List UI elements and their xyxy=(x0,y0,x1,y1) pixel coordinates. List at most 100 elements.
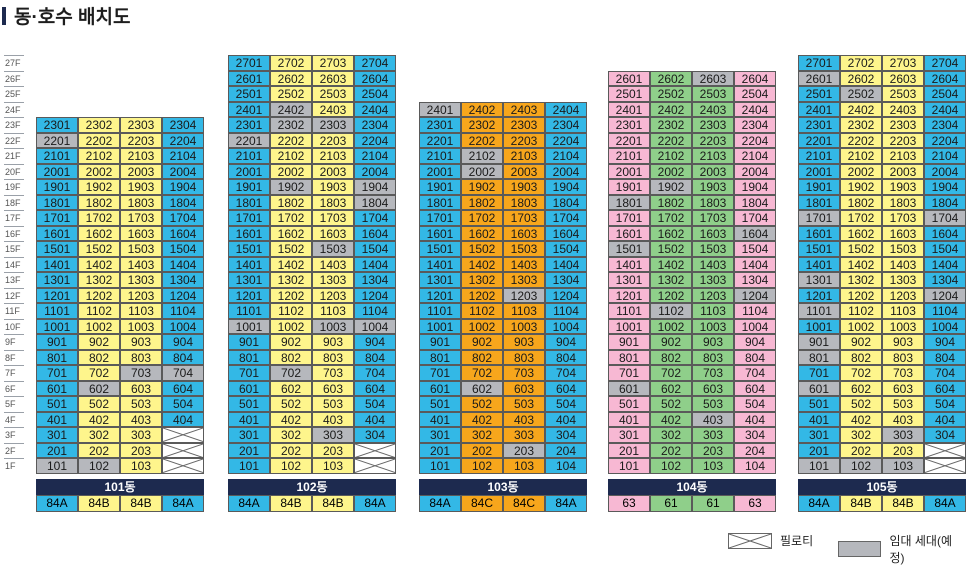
unit-cell: 2403 xyxy=(692,101,734,117)
unit-cell: 202 xyxy=(840,442,882,458)
unit-cell: 704 xyxy=(354,365,396,381)
unit-cell: 802 xyxy=(840,349,882,365)
unit-cell: 103 xyxy=(692,458,734,474)
unit-cell: 2203 xyxy=(312,132,354,148)
unit-cell: 1302 xyxy=(78,272,120,288)
unit-cell: 502 xyxy=(78,396,120,412)
unit-cell: 1904 xyxy=(545,179,587,195)
unit-cell: 401 xyxy=(608,411,650,427)
rental-unit-cell: 601 xyxy=(798,380,840,396)
rental-unit-cell: 901 xyxy=(798,334,840,350)
unit-cell: 1704 xyxy=(545,210,587,226)
unit-cell: 1202 xyxy=(461,287,503,303)
unit-cell: 2203 xyxy=(120,132,162,148)
unit-cell: 204 xyxy=(734,442,776,458)
unit-cell: 802 xyxy=(270,349,312,365)
unit-cell: 802 xyxy=(461,349,503,365)
unit-cell: 2102 xyxy=(650,148,692,164)
rental-unit-cell: 2502 xyxy=(840,86,882,102)
unit-cell: 1403 xyxy=(120,256,162,272)
unit-cell: 2502 xyxy=(270,86,312,102)
unit-cell: 2302 xyxy=(461,117,503,133)
unit-cell: 1402 xyxy=(461,256,503,272)
unit-cell: 1002 xyxy=(461,318,503,334)
unit-cell: 2602 xyxy=(270,70,312,86)
unit-cell: 201 xyxy=(228,442,270,458)
unit-cell: 1802 xyxy=(78,194,120,210)
unit-cell: 2002 xyxy=(650,163,692,179)
unit-cell: 2204 xyxy=(545,132,587,148)
unit-cell: 1903 xyxy=(312,179,354,195)
unit-cell: 2002 xyxy=(840,163,882,179)
unit-cell: 1802 xyxy=(650,194,692,210)
unit-cell: 1404 xyxy=(354,256,396,272)
unit-cell: 102 xyxy=(270,458,312,474)
piloti-swatch-icon xyxy=(728,532,772,549)
unit-cell: 701 xyxy=(419,365,461,381)
unit-cell: 2001 xyxy=(228,163,270,179)
unit-cell: 203 xyxy=(120,442,162,458)
unit-cell: 503 xyxy=(503,396,545,412)
unit-cell: 602 xyxy=(650,380,692,396)
floor-label: 24F xyxy=(4,101,24,118)
unit-cell: 2004 xyxy=(924,163,966,179)
unit-cell: 1702 xyxy=(78,210,120,226)
unit-cell: 603 xyxy=(120,380,162,396)
unit-cell: 903 xyxy=(120,334,162,350)
unit-cell: 1001 xyxy=(608,318,650,334)
unit-cell: 1101 xyxy=(608,303,650,319)
building-name-bar: 105동 xyxy=(798,478,966,495)
rental-unit-cell: 2303 xyxy=(312,117,354,133)
unit-cell: 702 xyxy=(461,365,503,381)
unit-cell: 803 xyxy=(503,349,545,365)
unit-cell: 2003 xyxy=(882,163,924,179)
unit-cell: 603 xyxy=(882,380,924,396)
unit-cell: 1604 xyxy=(162,225,204,241)
unit-cell: 2401 xyxy=(798,101,840,117)
rental-unit-cell: 103 xyxy=(882,458,924,474)
rental-unit-cell: 702 xyxy=(270,365,312,381)
unit-cell: 804 xyxy=(545,349,587,365)
unit-cell: 2303 xyxy=(503,117,545,133)
unit-cell: 1401 xyxy=(608,256,650,272)
unit-cell: 1601 xyxy=(228,225,270,241)
floor-label: 26F xyxy=(4,70,24,87)
unit-cell: 1104 xyxy=(162,303,204,319)
unit-type-cell: 84B xyxy=(882,494,924,512)
unit-cell: 1104 xyxy=(354,303,396,319)
unit-type-cell: 84C xyxy=(503,494,545,512)
rental-unit-cell: 703 xyxy=(120,365,162,381)
unit-cell: 2304 xyxy=(924,117,966,133)
unit-cell: 504 xyxy=(924,396,966,412)
rental-unit-cell: 2201 xyxy=(36,132,78,148)
building-name-bar: 101동 xyxy=(36,478,204,495)
unit-cell: 1104 xyxy=(734,303,776,319)
piloti-cell xyxy=(354,442,396,458)
unit-cell: 1902 xyxy=(78,179,120,195)
unit-cell: 1104 xyxy=(545,303,587,319)
unit-cell: 902 xyxy=(461,334,503,350)
unit-cell: 402 xyxy=(840,411,882,427)
unit-cell: 1402 xyxy=(270,256,312,272)
floor-label: 20F xyxy=(4,163,24,180)
unit-cell: 1804 xyxy=(734,194,776,210)
unit-cell: 1801 xyxy=(228,194,270,210)
unit-type-cell: 84A xyxy=(36,494,78,512)
unit-cell: 2202 xyxy=(270,132,312,148)
unit-cell: 2403 xyxy=(503,101,545,117)
unit-type-cell: 84A xyxy=(798,494,840,512)
unit-cell: 303 xyxy=(692,427,734,443)
floor-label: 22F xyxy=(4,132,24,149)
unit-cell: 2004 xyxy=(354,163,396,179)
unit-cell: 2104 xyxy=(162,148,204,164)
unit-cell: 603 xyxy=(692,380,734,396)
unit-cell: 2304 xyxy=(162,117,204,133)
unit-cell: 603 xyxy=(312,380,354,396)
rental-unit-cell: 303 xyxy=(312,427,354,443)
unit-cell: 201 xyxy=(419,442,461,458)
unit-cell: 701 xyxy=(798,365,840,381)
unit-cell: 2303 xyxy=(882,117,924,133)
unit-cell: 501 xyxy=(419,396,461,412)
rental-unit-cell: 1004 xyxy=(354,318,396,334)
unit-cell: 702 xyxy=(78,365,120,381)
